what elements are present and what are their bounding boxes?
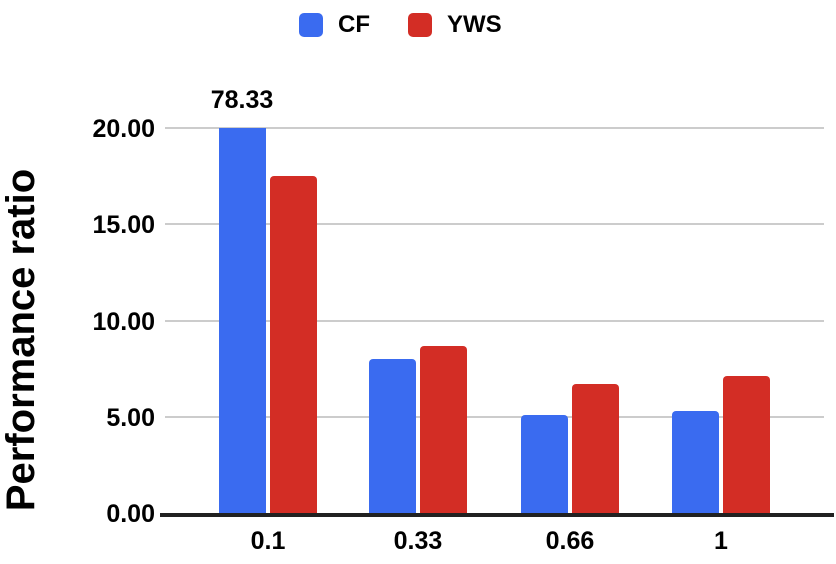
legend-item-yws: YWS	[408, 13, 502, 37]
bar-cf-1	[672, 411, 719, 513]
y-tick-label: 5.00	[106, 403, 155, 432]
plot-area	[165, 127, 825, 513]
bar-yws-0.33	[420, 346, 467, 513]
legend-label: CF	[338, 11, 370, 38]
bar-yws-0.66	[572, 384, 619, 513]
bar-yws-0.1	[270, 176, 317, 513]
gridline-5	[165, 415, 824, 418]
bar-yws-1	[723, 376, 770, 513]
bar-cf-0.33	[369, 359, 416, 513]
x-tick-label: 0.1	[250, 527, 286, 555]
x-axis-baseline	[160, 513, 834, 517]
y-tick-label: 0.00	[106, 500, 155, 528]
legend-swatch-icon	[299, 13, 323, 37]
bar-cf-0.66	[521, 415, 568, 513]
y-tick-label: 10.00	[92, 307, 155, 336]
gridline-15	[165, 223, 824, 226]
gridline-10	[165, 319, 824, 322]
x-tick-label: 0.66	[545, 527, 595, 555]
legend-swatch-icon	[408, 13, 432, 37]
bar-cf-0.1	[219, 128, 266, 513]
bar-value-label: 78.33	[210, 86, 274, 114]
gridline-20	[165, 127, 824, 129]
y-tick-label: 20.00	[92, 115, 155, 143]
x-tick-label: 0.33	[393, 527, 443, 555]
legend-label: YWS	[447, 11, 502, 38]
y-axis-title: Performance ratio	[0, 168, 43, 512]
legend: CF YWS	[299, 13, 502, 37]
y-tick-label: 15.00	[92, 211, 155, 240]
legend-item-cf: CF	[299, 13, 370, 37]
x-tick-label: 1	[714, 527, 728, 555]
